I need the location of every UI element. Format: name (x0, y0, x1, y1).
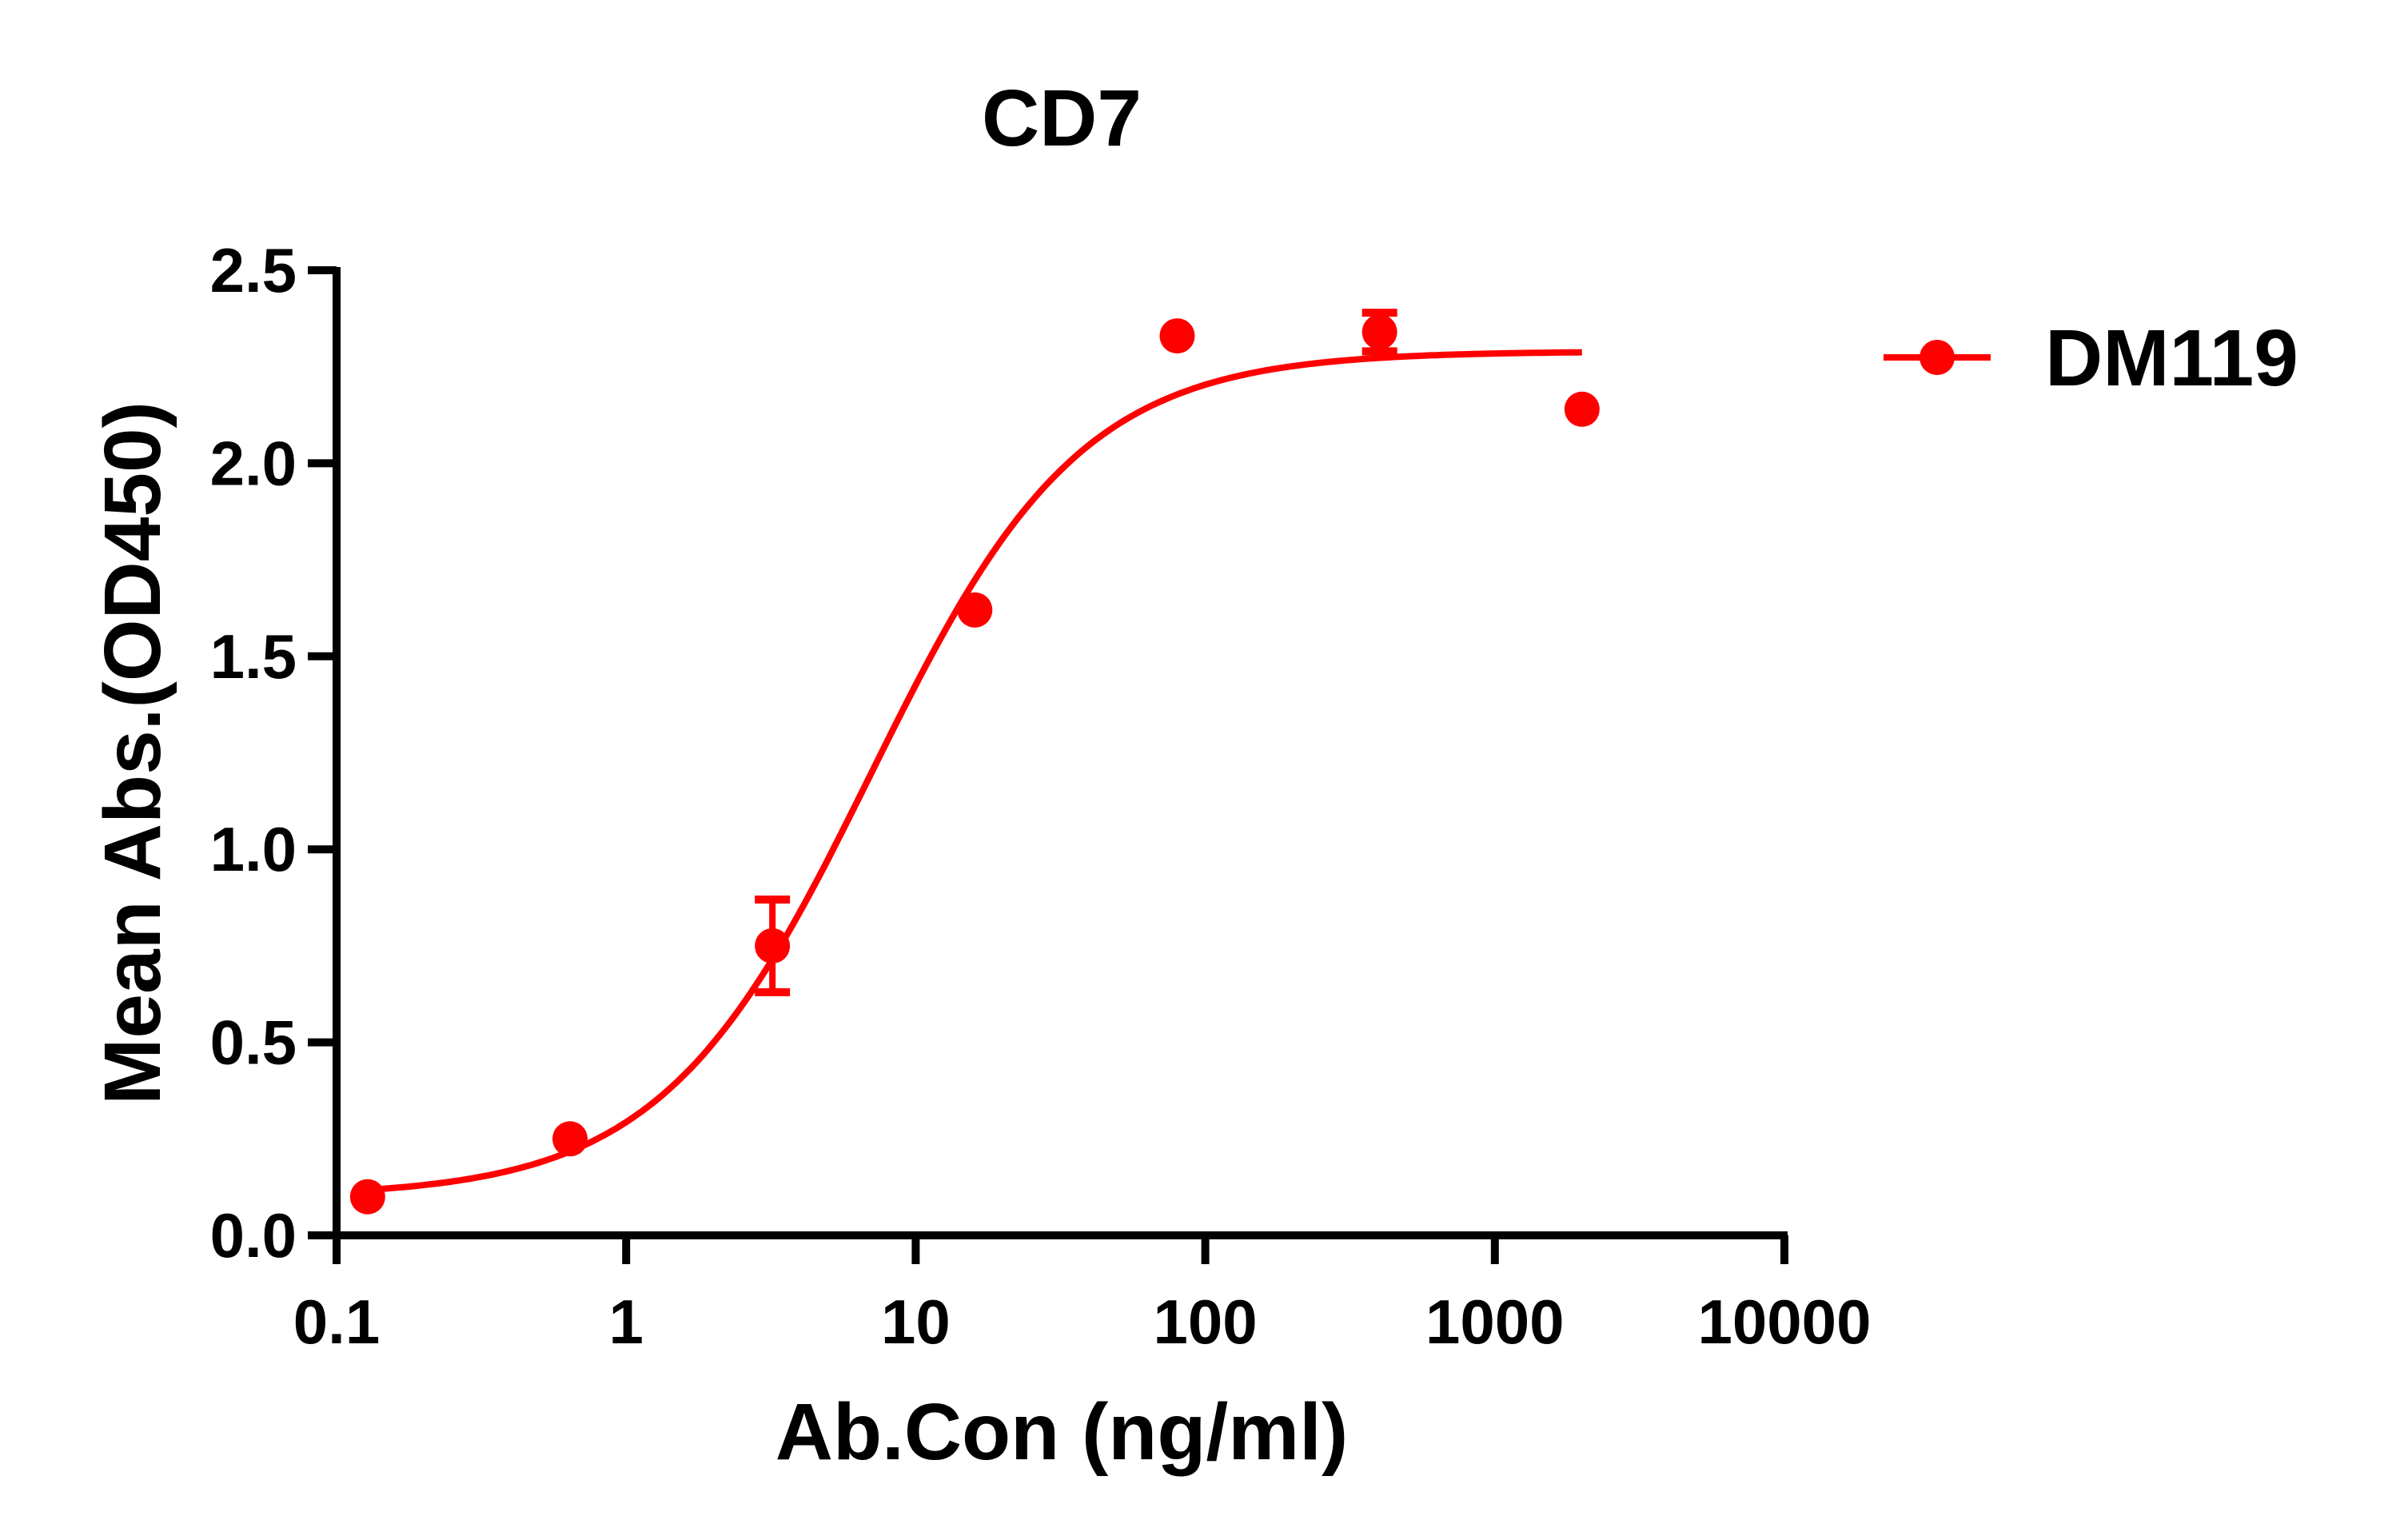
data-point (349, 1179, 385, 1215)
y-tick-label: 1.0 (210, 814, 297, 884)
y-tick-label: 2.0 (210, 428, 297, 498)
data-point (1361, 314, 1397, 350)
legend: DM119 (1884, 313, 2298, 403)
y-tick-label: 0.5 (210, 1007, 297, 1078)
x-axis-label: Ab.Con (ng/ml) (775, 1387, 1349, 1477)
fit-curve (367, 349, 1582, 1194)
legend-label: DM119 (2045, 313, 2298, 403)
x-tick-label: 1000 (1425, 1287, 1565, 1357)
y-tick-label: 1.5 (210, 621, 297, 692)
y-axis-label: Mean Abs.(OD450) (88, 401, 177, 1105)
x-tick-label: 1 (609, 1287, 644, 1357)
y-tick-label: 0.0 (210, 1200, 297, 1271)
data-point (1159, 318, 1195, 354)
x-tick-label: 10 (881, 1287, 951, 1357)
chart-title: CD7 (982, 74, 1142, 163)
x-tick-label: 10000 (1698, 1287, 1872, 1357)
data-point (957, 592, 993, 628)
y-tick-label: 2.5 (210, 235, 297, 305)
x-tick-label: 100 (1154, 1287, 1258, 1357)
legend-marker (1920, 340, 1955, 375)
data-point (552, 1121, 588, 1157)
data-point (755, 928, 791, 963)
data-point (1564, 391, 1600, 427)
x-tick-label: 0.1 (293, 1287, 380, 1357)
axes: 0.0 0.5 1.0 1.5 2.0 2.5 0.1 1 10 100 1000 10000 (210, 235, 1872, 1357)
plot-marks (349, 309, 1600, 1215)
